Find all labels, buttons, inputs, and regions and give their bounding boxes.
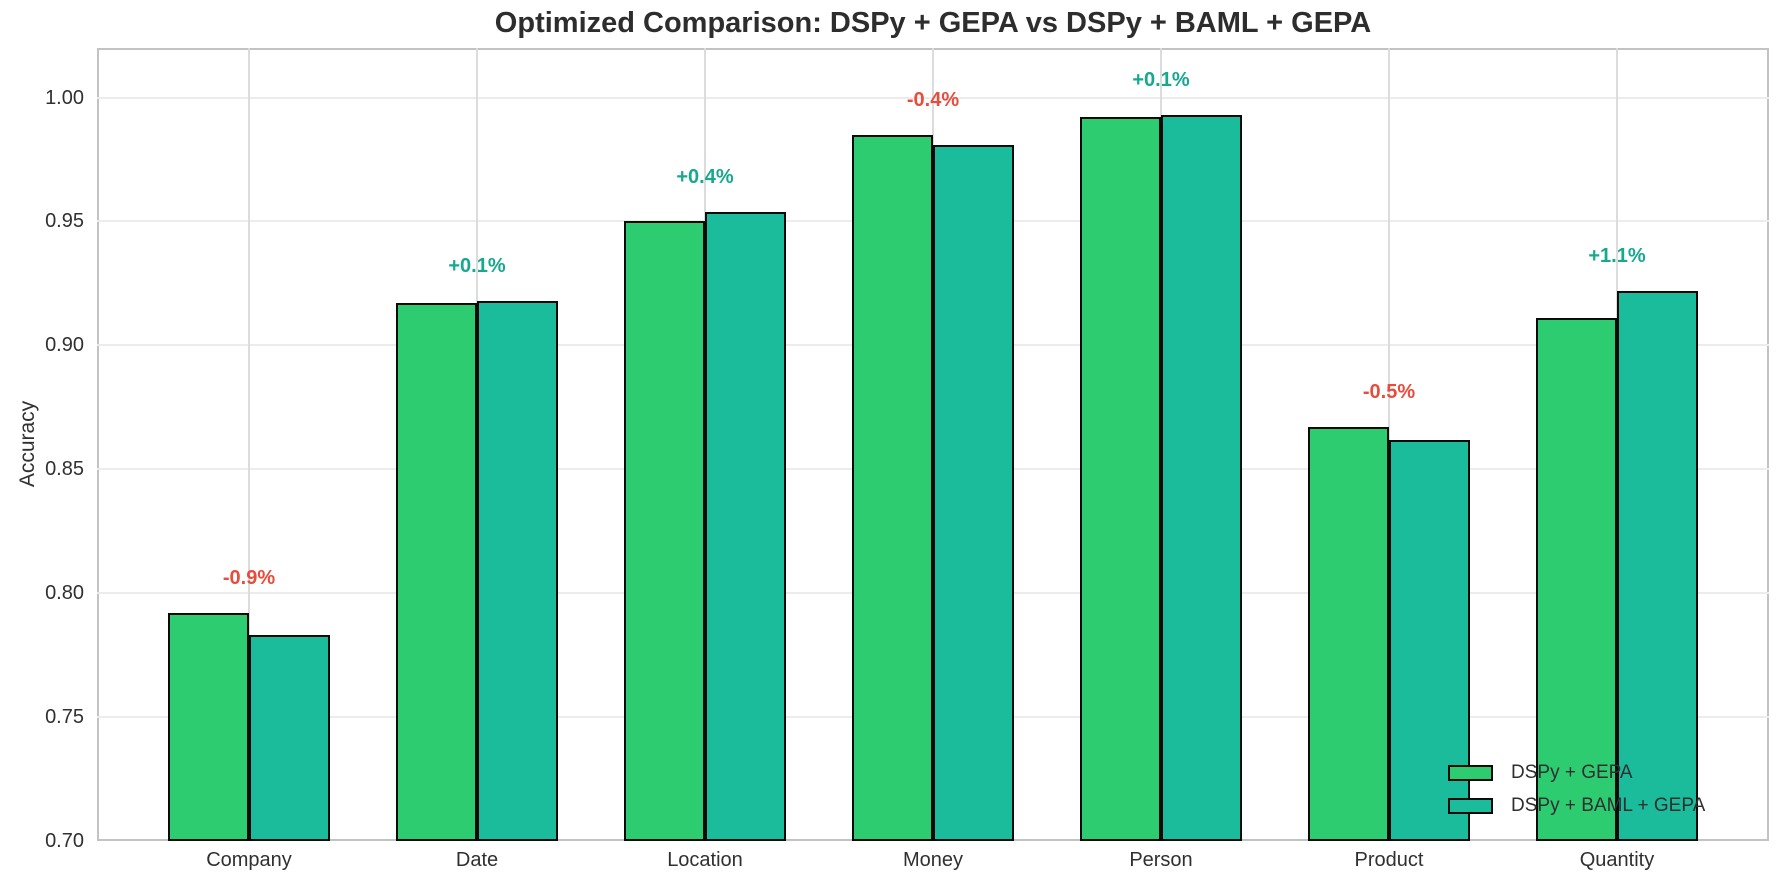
x-tick-label: Location xyxy=(667,849,743,871)
bar-money-series1 xyxy=(852,135,933,841)
bar-money-series2 xyxy=(933,145,1014,841)
bar-date-series2 xyxy=(477,301,558,841)
x-tick-label: Date xyxy=(455,849,499,871)
delta-annotation-person: +0.1% xyxy=(1132,68,1190,91)
bar-location-series1 xyxy=(624,221,705,841)
legend-swatch-series2 xyxy=(1448,798,1493,814)
delta-annotation-money: -0.4% xyxy=(906,88,960,111)
x-tick-label: Product xyxy=(1354,849,1424,871)
bar-person-series1 xyxy=(1080,117,1161,841)
bar-company-series2 xyxy=(249,635,330,841)
bar-person-series2 xyxy=(1161,115,1242,841)
y-tick-label: 0.95 xyxy=(45,210,84,233)
bar-quantity-series2 xyxy=(1617,291,1698,841)
legend-row-series1: DSPy + GEPA xyxy=(1448,762,1705,784)
delta-annotation-company: -0.9% xyxy=(222,567,276,589)
y-tick-label: 0.75 xyxy=(45,706,84,729)
delta-annotation-product: -0.5% xyxy=(1362,381,1416,404)
x-tick-label: Person xyxy=(1129,849,1193,871)
bar-location-series2 xyxy=(705,212,786,841)
delta-annotation-date: +0.1% xyxy=(448,254,506,277)
legend-row-series2: DSPy + BAML + GEPA xyxy=(1448,795,1705,817)
y-tick-label: 0.90 xyxy=(45,334,84,357)
delta-annotation-quantity: +1.1% xyxy=(1588,244,1646,267)
bar-date-series1 xyxy=(396,303,477,841)
y-tick-label: 0.80 xyxy=(45,582,84,605)
bar-product-series1 xyxy=(1308,427,1389,841)
y-tick-label: 0.85 xyxy=(45,458,84,481)
legend-label-series1: DSPy + GEPA xyxy=(1511,762,1633,783)
y-tick-label: 1.00 xyxy=(45,86,84,109)
bar-quantity-series1 xyxy=(1536,318,1617,841)
delta-annotation-location: +0.4% xyxy=(676,165,734,188)
legend: DSPy + GEPA DSPy + BAML + GEPA xyxy=(1448,762,1705,828)
chart-title: Optimized Comparison: DSPy + GEPA vs DSP… xyxy=(494,7,1372,39)
x-tick-label: Company xyxy=(206,849,292,871)
bar-company-series1 xyxy=(168,613,249,841)
x-tick-label: Money xyxy=(902,849,964,871)
legend-swatch-series1 xyxy=(1448,765,1493,781)
legend-label-series2: DSPy + BAML + GEPA xyxy=(1511,795,1706,816)
x-tick-label: Quantity xyxy=(1579,849,1655,871)
vertical-gridline xyxy=(248,48,250,841)
y-tick-label: 0.70 xyxy=(45,830,84,852)
